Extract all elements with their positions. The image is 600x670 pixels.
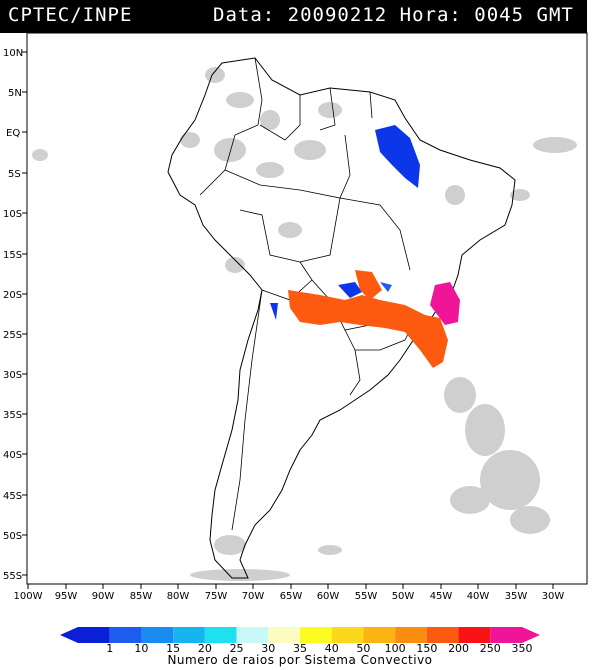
date-label: Data:: [213, 4, 276, 26]
lon-label: 55W: [355, 591, 378, 602]
cloud-cover: [32, 67, 577, 581]
legend-value-label: 25: [230, 642, 244, 655]
time-value: 0045: [474, 4, 525, 26]
lat-label: 40S: [3, 450, 22, 461]
lon-label: 40W: [467, 591, 490, 602]
lat-label: 45S: [3, 491, 22, 502]
lat-label: EQ: [6, 128, 20, 139]
lat-label: 50S: [3, 531, 22, 542]
legend-value-label: 30: [261, 642, 275, 655]
lon-label: 80W: [167, 591, 190, 602]
lon-label: 30W: [542, 591, 565, 602]
legend-swatch: [78, 627, 110, 643]
legend-swatch: [426, 627, 459, 643]
lat-label: 5N: [8, 88, 22, 99]
color-legend: 1 10 15 20 25 30 35 40 50 100 150 200 250 350: [60, 627, 540, 655]
storm-blue-small: [380, 282, 392, 292]
timezone-label: GMT: [536, 4, 574, 26]
legend-value-label: 40: [325, 642, 339, 655]
lat-label: 35S: [3, 410, 22, 421]
lon-label: 95W: [55, 591, 78, 602]
storm-clusters: [270, 125, 460, 368]
storm-blue-north: [375, 125, 420, 188]
storm-orange-north: [355, 270, 382, 300]
date-value: 20090212: [287, 4, 388, 26]
source-label: CPTEC/INPE: [8, 4, 133, 26]
lon-label: 85W: [130, 591, 153, 602]
legend-swatch: [331, 627, 364, 643]
map-header: CPTEC/INPE Data: 20090212 Hora: 0045 GMT: [0, 0, 587, 33]
legend-value-label: 1: [106, 642, 113, 655]
lon-label: 100W: [14, 591, 43, 602]
lon-label: 90W: [92, 591, 115, 602]
legend-swatch: [490, 627, 522, 643]
legend-swatch: [395, 627, 427, 643]
lon-label: 65W: [280, 591, 303, 602]
legend-value-label: 100: [385, 642, 406, 655]
legend-value-label: 50: [356, 642, 370, 655]
lon-label: 70W: [242, 591, 265, 602]
legend-swatch: [109, 627, 142, 643]
lat-label: 5S: [8, 169, 21, 180]
legend-arrow-left: [60, 627, 78, 643]
longitude-labels: 100W 95W 90W 85W 80W 75W 70W 65W 60W 55W…: [14, 584, 565, 602]
legend-swatch: [173, 627, 205, 643]
legend-title: Numero de raios por Sistema Convectivo: [167, 653, 433, 667]
lon-label: 50W: [392, 591, 415, 602]
legend-swatch: [204, 627, 237, 643]
legend-swatch: [268, 627, 300, 643]
legend-arrow-right: [522, 627, 540, 643]
legend-swatch: [141, 627, 174, 643]
time-label: Hora:: [399, 4, 462, 26]
lon-label: 60W: [317, 591, 340, 602]
legend-value-label: 150: [416, 642, 437, 655]
lat-label: 10N: [3, 48, 23, 59]
legend-swatch: [300, 627, 332, 643]
lon-label: 75W: [205, 591, 228, 602]
latitude-labels: 10N 5N EQ 5S 10S 15S 20S 25S 30S 35S 40S…: [3, 48, 27, 582]
datetime-label: Data: 20090212 Hora: 0045 GMT: [213, 4, 574, 26]
legend-labels: 1 10 15 20 25 30 35 40 50 100 150 200 250 350: [106, 642, 532, 655]
lon-label: 35W: [505, 591, 528, 602]
legend-swatch: [236, 627, 269, 643]
storm-orange-large: [288, 290, 448, 368]
legend-value-label: 15: [166, 642, 180, 655]
storm-blue-west: [270, 303, 278, 320]
lat-label: 30S: [3, 370, 22, 381]
legend-value-label: 250: [480, 642, 501, 655]
legend-swatches: [78, 627, 522, 643]
lat-label: 20S: [3, 290, 22, 301]
south-america-outline: [167, 57, 516, 579]
storm-magenta: [430, 282, 460, 325]
lat-label: 15S: [3, 250, 22, 261]
legend-value-label: 350: [512, 642, 533, 655]
legend-swatch: [458, 627, 491, 643]
legend-value-label: 10: [134, 642, 148, 655]
lat-label: 55S: [3, 571, 22, 582]
lon-label: 45W: [430, 591, 453, 602]
lat-label: 25S: [3, 330, 22, 341]
legend-value-label: 35: [293, 642, 307, 655]
legend-value-label: 200: [448, 642, 469, 655]
legend-swatch: [363, 627, 396, 643]
storm-blue-center: [338, 282, 362, 298]
lat-label: 10S: [3, 209, 22, 220]
legend-value-label: 20: [198, 642, 212, 655]
